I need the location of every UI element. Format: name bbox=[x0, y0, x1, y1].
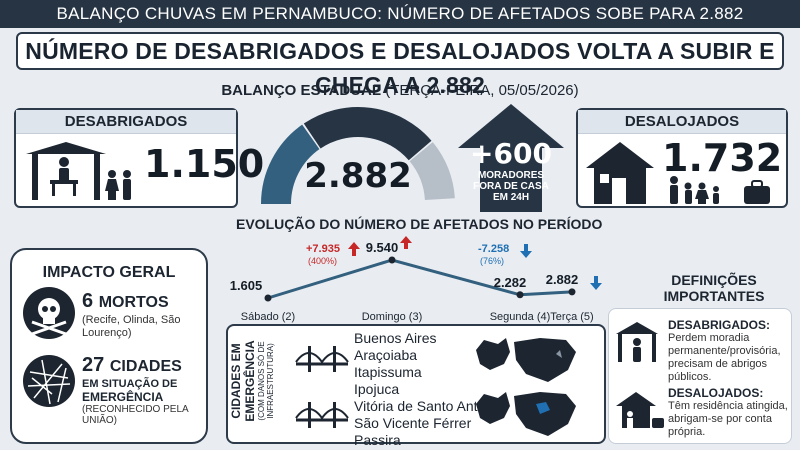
city-list: Buenos Aires Araçoiaba Itapissuma Ipojuc… bbox=[354, 330, 493, 449]
subtitle: BALANÇO ESTADUAL (TERÇA-FEIRA, 05/05/202… bbox=[0, 82, 800, 99]
desabrigados-label: DESABRIGADOS bbox=[16, 110, 236, 134]
cidades-label: CIDADES bbox=[109, 358, 182, 375]
mortos-value: 6 bbox=[82, 290, 94, 312]
evolution-x-label: Sábado (2) bbox=[241, 311, 295, 323]
bridge-icon-2 bbox=[295, 402, 349, 428]
cidades-line2: EM SITUAÇÃO DE bbox=[82, 378, 178, 390]
evolution-point bbox=[388, 256, 396, 264]
evolution-x-label: Terça (5) bbox=[550, 311, 593, 323]
desalojados-label: DESALOJADOS bbox=[578, 110, 786, 134]
evolution-value-label: 2.282 bbox=[494, 275, 527, 290]
city-map-icon bbox=[23, 355, 75, 407]
definicoes-title-text: DEFINIÇÕES IMPORTANTES bbox=[663, 272, 765, 304]
evolution-line bbox=[267, 258, 573, 300]
mortos-detail: (Recife, Olinda, São Lourenço) bbox=[82, 314, 181, 339]
evolution-value-label: 2.882 bbox=[546, 272, 579, 287]
increase-line-1: MORADORES bbox=[477, 170, 545, 181]
def-desabrigados: DESABRIGADOS: Perdem moradia permanente/… bbox=[668, 318, 788, 384]
skull-icon bbox=[23, 287, 75, 339]
arrow-up-icon bbox=[348, 242, 360, 256]
gauge-desabrigados-arc bbox=[260, 124, 320, 205]
city-item: Buenos Aires bbox=[354, 330, 437, 346]
total-gauge bbox=[260, 107, 455, 205]
city-item: Vitória de Santo Antão bbox=[354, 398, 494, 414]
evolution-point bbox=[516, 291, 524, 299]
evolution-change-pct: (76%) bbox=[480, 256, 504, 266]
definicoes-title: DEFINIÇÕES IMPORTANTES bbox=[640, 272, 788, 304]
def-desalojados-text: Têm residência atingida, abrigam-se por … bbox=[668, 400, 788, 438]
mortos-label: MORTOS bbox=[98, 294, 169, 311]
bridge-icon bbox=[295, 346, 349, 372]
cidades-value: 27 bbox=[82, 354, 105, 376]
evolution-point bbox=[264, 294, 272, 302]
house-family-icon bbox=[616, 392, 664, 428]
headline: NÚMERO DE DESABRIGADOS E DESALOJADOS VOL… bbox=[16, 32, 784, 98]
city-item: Ipojuca bbox=[354, 381, 400, 397]
city-item: São Vicente Férrer bbox=[354, 415, 472, 431]
increase-text: MORADORES FORA DE CASA EM 24H bbox=[456, 170, 566, 203]
shelter-family-icon bbox=[26, 142, 131, 200]
arrow-down-icon bbox=[590, 276, 602, 290]
emergencia-title-block: CIDADES EM EMERGÊNCIA (COM DANOS SÓ DE I… bbox=[229, 322, 275, 440]
increase-line-3: EM 24H bbox=[492, 192, 530, 203]
evolution-change-delta: +7.935 bbox=[306, 243, 340, 255]
impacto-panel bbox=[10, 248, 208, 444]
mortos-block: 6 MORTOS (Recife, Olinda, São Lourenço) bbox=[82, 290, 206, 340]
emergencia-subtitle: (COM DANOS SÓ DE INFRAESTRUTURA) bbox=[257, 341, 275, 421]
def-desalojados: DESALOJADOS: Têm residência atingida, ab… bbox=[668, 386, 792, 439]
increase-arrow-icon bbox=[458, 104, 564, 212]
def-desabrigados-term: DESABRIGADOS: bbox=[668, 318, 771, 332]
arrow-up-icon bbox=[400, 236, 412, 249]
city-item: Itapissuma bbox=[354, 364, 422, 380]
evolution-value-label: 1.605 bbox=[230, 278, 263, 293]
emergencia-title: CIDADES EM EMERGÊNCIA bbox=[229, 340, 257, 422]
evolution-x-label: Domingo (3) bbox=[362, 311, 423, 323]
increase-value: +600 bbox=[470, 137, 552, 170]
top-banner: BALANÇO CHUVAS EM PERNAMBUCO: NÚMERO DE … bbox=[0, 0, 800, 28]
desabrigados-value: 1.150 bbox=[144, 142, 265, 186]
evolution-change-delta: -7.258 bbox=[478, 243, 509, 255]
cidades-block: 27 CIDADES EM SITUAÇÃO DE EMERGÊNCIA (RE… bbox=[82, 354, 206, 426]
arrow-down-icon bbox=[520, 244, 532, 258]
def-desabrigados-text: Perdem moradia permanente/provisória, pr… bbox=[668, 332, 781, 383]
evolution-change-pct: (400%) bbox=[308, 256, 337, 266]
evolution-title: EVOLUÇÃO DO NÚMERO DE AFETADOS NO PERÍOD… bbox=[236, 216, 603, 232]
gauge-desalojados-arc bbox=[303, 107, 432, 161]
evolution-point bbox=[568, 288, 576, 296]
total-value: 2.882 bbox=[304, 156, 412, 196]
cidades-detail: (RECONHECIDO PELA UNIÃO) bbox=[82, 404, 189, 426]
evolution-value-label: 9.540 bbox=[366, 240, 399, 255]
evolution-line-chart: 1.605 Sábado (2) 9.540 Domingo (3) 2.282 Segu… bbox=[230, 236, 602, 323]
increase-line-2: FORA DE CASA bbox=[473, 181, 549, 192]
impacto-title: IMPACTO GERAL bbox=[42, 264, 176, 281]
city-item: Araçoiaba bbox=[354, 347, 418, 363]
gauge-remainder-arc bbox=[409, 142, 455, 201]
shelter-icon bbox=[616, 322, 658, 362]
desalojados-value: 1.732 bbox=[662, 136, 783, 180]
desalojados-card: DESALOJADOS 1.732 bbox=[576, 108, 788, 208]
city-item: Passira bbox=[354, 432, 401, 448]
house-family-luggage-icon bbox=[586, 142, 770, 204]
def-desalojados-term: DESALOJADOS: bbox=[668, 386, 764, 400]
cidades-line3: EMERGÊNCIA bbox=[82, 390, 164, 404]
pernambuco-map-icon bbox=[476, 338, 576, 436]
subtitle-date: (TERÇA-FEIRA, 05/05/2026) bbox=[385, 82, 579, 99]
evolution-x-label: Segunda (4) bbox=[490, 311, 551, 323]
subtitle-bold: BALANÇO ESTADUAL bbox=[221, 82, 382, 99]
desabrigados-card: DESABRIGADOS 1.150 bbox=[14, 108, 264, 208]
